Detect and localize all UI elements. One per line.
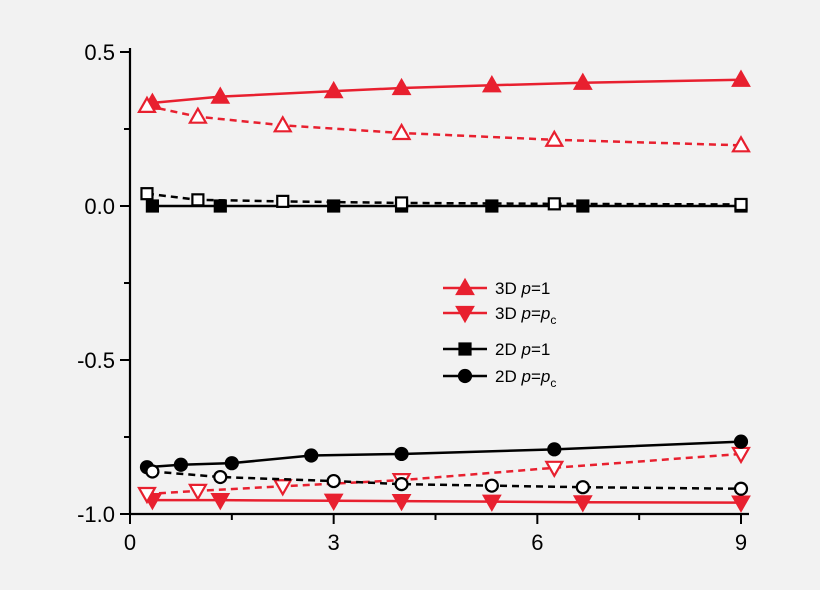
data-point <box>191 193 205 207</box>
series-line <box>152 470 742 490</box>
y-tick-label: -1.0 <box>77 502 115 527</box>
data-point <box>394 196 409 210</box>
data-point <box>394 477 409 492</box>
data-point <box>576 199 590 213</box>
data-point <box>391 122 412 141</box>
data-point <box>145 199 160 213</box>
data-point <box>394 446 409 462</box>
legend: 3D p=1 3D p=pc 2D p=1 2D p=pc <box>443 277 556 390</box>
data-point <box>272 115 293 133</box>
x-tick-label: 9 <box>735 530 747 555</box>
data-point <box>140 187 154 201</box>
data-point <box>145 464 160 479</box>
data-point <box>304 448 319 463</box>
data-point <box>187 106 208 124</box>
y-tick-label: 0.5 <box>84 40 115 65</box>
data-point <box>734 197 748 212</box>
legend-marker <box>457 368 473 384</box>
series-6 <box>139 434 749 475</box>
series-layer <box>137 69 751 513</box>
data-point <box>481 494 502 512</box>
legend-entry-3: 2D p=pc <box>443 367 556 390</box>
data-point <box>733 481 749 496</box>
series-line <box>146 104 742 147</box>
data-point <box>210 86 231 104</box>
series-line <box>152 498 742 504</box>
data-point <box>276 194 290 208</box>
data-point <box>327 199 341 213</box>
legend-entry-1: 3D p=pc <box>443 304 556 327</box>
data-point <box>572 495 593 513</box>
data-point <box>391 77 412 96</box>
x-tick-label: 3 <box>328 530 340 555</box>
series-line <box>152 78 742 105</box>
data-point <box>544 460 565 479</box>
data-point <box>485 199 499 213</box>
legend-label: 2D p=pc <box>495 367 556 390</box>
series-1 <box>137 95 751 153</box>
data-point <box>733 434 749 449</box>
x-tick-label: 6 <box>531 530 543 555</box>
legend-entry-2: 2D p=1 <box>443 340 550 359</box>
data-point <box>173 457 189 472</box>
data-point <box>326 473 341 489</box>
data-point <box>187 483 208 502</box>
data-point <box>547 197 561 211</box>
data-point <box>572 72 593 90</box>
data-point <box>731 69 751 87</box>
legend-marker <box>458 342 472 356</box>
data-point <box>575 480 590 495</box>
series-0 <box>142 69 751 110</box>
data-point <box>391 493 412 512</box>
x-tick-label: 0 <box>124 530 136 555</box>
data-point <box>323 493 344 511</box>
series-3 <box>140 187 748 212</box>
y-tick-label: -0.5 <box>77 348 115 373</box>
data-point <box>731 135 751 153</box>
series-line <box>146 452 742 496</box>
y-tick-label: 0.0 <box>84 194 115 219</box>
series-5 <box>137 446 751 505</box>
series-7 <box>145 464 749 496</box>
series-line <box>146 192 742 206</box>
data-point <box>224 456 239 471</box>
legend-marker <box>455 305 475 324</box>
legend-marker <box>455 277 475 296</box>
axes-layer: -1.0 -0.5 0.0 0.5 0 3 6 9 <box>77 40 749 555</box>
data-point <box>272 479 293 497</box>
data-point <box>213 469 228 485</box>
data-point <box>137 486 157 505</box>
data-point <box>323 80 344 99</box>
data-point <box>544 129 565 147</box>
legend-label: 3D p=1 <box>495 279 550 298</box>
legend-entry-0: 3D p=1 <box>443 277 550 298</box>
series-4 <box>142 493 751 513</box>
data-point <box>484 478 499 493</box>
data-point <box>547 442 562 457</box>
data-point <box>481 75 502 93</box>
data-point <box>731 495 751 513</box>
legend-label: 3D p=pc <box>495 304 556 327</box>
data-point <box>137 95 157 114</box>
data-point <box>213 199 227 213</box>
data-point <box>210 493 231 511</box>
legend-label: 2D p=1 <box>495 340 550 359</box>
